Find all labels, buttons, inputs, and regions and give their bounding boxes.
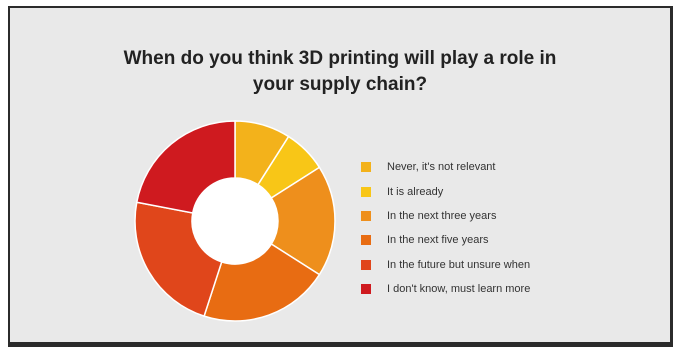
chart-title-line-1: When do you think 3D printing will play … <box>123 48 557 69</box>
legend-label: I don't know, must learn more <box>387 283 531 296</box>
legend-swatch <box>361 162 371 173</box>
legend-swatch <box>361 235 371 246</box>
legend-item-6: I don't know, must learn more <box>361 277 530 301</box>
chart-title: When do you think 3D printing will play … <box>10 46 670 98</box>
legend-label: Never, it's not relevant <box>387 161 496 174</box>
donut-chart <box>134 120 336 322</box>
chart-legend: Never, it's not relevant It is already In … <box>361 155 530 301</box>
legend-swatch <box>361 284 371 295</box>
chart-title-line-2: your supply chain? <box>252 74 428 95</box>
chart-panel: When do you think 3D printing will play … <box>8 6 673 347</box>
legend-item-4: In the next five years <box>361 228 530 252</box>
donut-hole <box>192 178 278 264</box>
legend-label: In the next three years <box>387 209 497 222</box>
legend-item-1: Never, it's not relevant <box>361 155 530 179</box>
legend-label: In the next five years <box>387 234 489 247</box>
legend-item-2: It is already <box>361 179 530 203</box>
legend-swatch <box>361 186 371 197</box>
legend-swatch <box>361 210 371 221</box>
legend-item-3: In the next three years <box>361 204 530 228</box>
legend-label: It is already <box>387 185 444 198</box>
legend-swatch <box>361 259 371 270</box>
legend-label: In the future but unsure when <box>387 258 531 271</box>
legend-item-5: In the future but unsure when <box>361 253 530 277</box>
